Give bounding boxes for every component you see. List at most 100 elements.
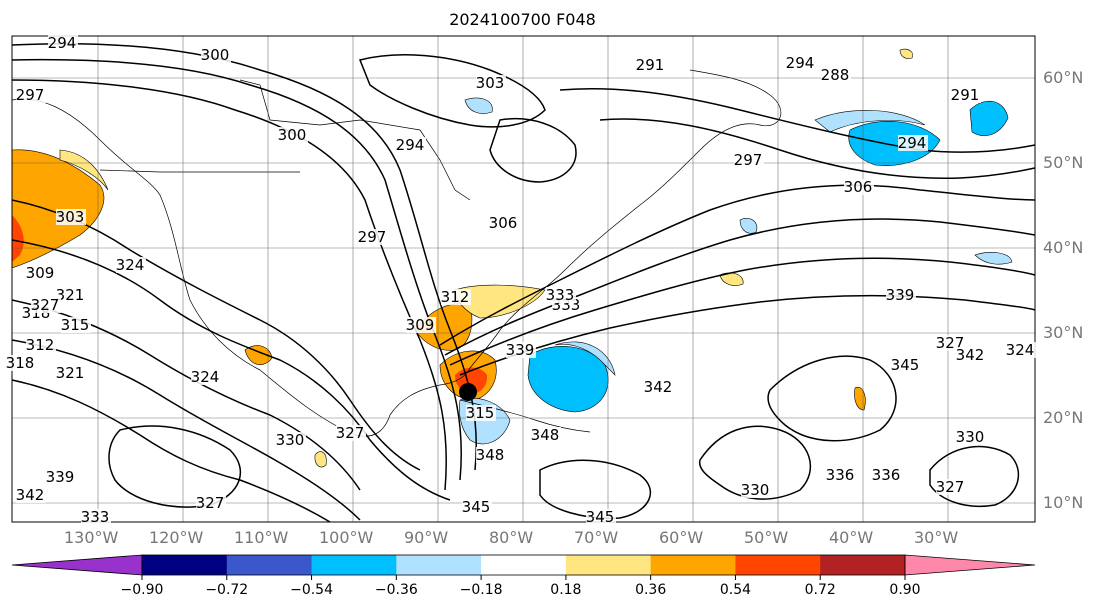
lat-label: 20°N <box>1043 408 1084 427</box>
contour-label: 300 <box>278 126 307 144</box>
contour-label: 294 <box>48 34 77 52</box>
colorbar-tick-label: 0.90 <box>889 582 921 598</box>
lon-label: 110°W <box>234 528 289 547</box>
map-title: 2024100700 F048 <box>449 10 596 29</box>
shade-gulf-yellow <box>454 284 546 319</box>
contour-label: 345 <box>462 498 491 516</box>
contour-label: 303 <box>476 74 505 92</box>
contour-label: 327 <box>936 478 965 496</box>
lon-label: 80°W <box>489 528 534 547</box>
contour-label: 339 <box>46 468 75 486</box>
contour-label: 330 <box>741 481 770 499</box>
contour-label: 321 <box>56 364 85 382</box>
colorbar-extend-high <box>904 554 1036 576</box>
contour-label: 315 <box>466 404 495 422</box>
colorbar-tick-label: −0.54 <box>290 582 333 598</box>
shade-pacific-yellow <box>59 149 109 191</box>
lon-label: 40°W <box>829 528 874 547</box>
colorbar-tick-label: 0.72 <box>804 582 836 598</box>
colorbar <box>11 554 1036 580</box>
shade-east-blue <box>969 100 1009 136</box>
shade-pacific-orange <box>12 149 105 269</box>
shade-gulf-orange <box>414 303 473 351</box>
contour-label: 339 <box>506 341 535 359</box>
lon-label: 120°W <box>149 528 204 547</box>
contour-label: 330 <box>956 428 985 446</box>
shade-small-blue <box>739 218 758 234</box>
contour-label: 324 <box>116 256 145 274</box>
contour-label: 342 <box>16 486 45 504</box>
contour-label: 312 <box>26 336 55 354</box>
contour-label: 336 <box>872 466 901 484</box>
contour-label: 339 <box>886 286 915 304</box>
shade-pacific-red <box>12 215 24 262</box>
colorbar-segment <box>565 555 652 575</box>
shade-atlantic-blue <box>527 345 609 413</box>
hurricane-marker <box>459 383 477 401</box>
contour-label: 324 <box>1006 341 1035 359</box>
contour-label: 294 <box>786 54 815 72</box>
contour-label: 342 <box>644 378 673 396</box>
lat-label: 50°N <box>1043 153 1084 172</box>
contour-label: 294 <box>396 136 425 154</box>
contour-label: 306 <box>844 178 873 196</box>
contour-label: 342 <box>956 346 985 364</box>
contour-label: 309 <box>26 264 55 282</box>
colorbar-extend-low <box>11 554 143 576</box>
shade-small-yellow3 <box>899 48 913 59</box>
lat-label: 30°N <box>1043 323 1084 342</box>
contour-label: 345 <box>891 356 920 374</box>
lon-label: 50°W <box>744 528 789 547</box>
colorbar-tick-label: −0.90 <box>120 582 164 598</box>
map-frame <box>11 35 1036 523</box>
contour-label: 324 <box>191 368 220 386</box>
shade-northatl-lightblue <box>814 110 926 133</box>
lon-label: 60°W <box>659 528 704 547</box>
colorbar-segment <box>226 555 313 575</box>
contour-lines <box>12 42 1035 522</box>
contour-label: 348 <box>531 426 560 444</box>
contour-label: 291 <box>951 86 980 104</box>
contour-label: 327 <box>196 494 225 512</box>
contour-label: 333 <box>81 508 110 526</box>
shade-northatl-blue <box>848 121 941 166</box>
lat-label: 40°N <box>1043 238 1084 257</box>
lon-label: 90°W <box>404 528 449 547</box>
contour-label: 315 <box>61 316 90 334</box>
contour-label: 288 <box>821 66 850 84</box>
lon-label: 130°W <box>64 528 119 547</box>
colorbar-segment <box>650 555 736 575</box>
contour-label: 321 <box>56 286 85 304</box>
shade-mexico-orange <box>244 345 273 365</box>
colorbar-tick-label: 0.54 <box>719 582 752 598</box>
contour-label: 297 <box>358 228 387 246</box>
contour-label: 309 <box>406 316 435 334</box>
lat-label: 10°N <box>1043 493 1084 512</box>
contour-label: 291 <box>636 56 665 74</box>
shading-layer <box>12 48 1013 468</box>
shade-gulf-lightblue <box>464 97 493 114</box>
lon-label: 30°W <box>914 528 959 547</box>
contour-label: 336 <box>826 466 855 484</box>
lon-label: 100°W <box>319 528 374 547</box>
contour-label: 297 <box>734 151 763 169</box>
contour-label: 318 <box>6 354 35 372</box>
colorbar-segment <box>396 555 482 575</box>
colorbar-tick-label: −0.36 <box>374 582 418 598</box>
lon-label: 70°W <box>574 528 619 547</box>
contour-label: 312 <box>441 288 470 306</box>
colorbar-tick-label: 0.18 <box>550 582 582 598</box>
contour-label: 303 <box>56 208 85 226</box>
contour-label: 300 <box>201 46 230 64</box>
graticule <box>12 36 1035 522</box>
contour-label: 330 <box>276 431 305 449</box>
lat-label: 60°N <box>1043 68 1084 87</box>
colorbar-tick-label: −0.72 <box>205 582 249 598</box>
shade-small-orange <box>854 386 866 411</box>
colorbar-tick-label: −0.18 <box>459 582 503 598</box>
shade-small-yellow2 <box>314 451 327 468</box>
shade-small-blue2 <box>974 252 1013 265</box>
contour-labels: 294 300 297 303 291 294 288 291 294 297 306 303 294 3… <box>6 34 1036 526</box>
contour-label: 348 <box>476 446 505 464</box>
